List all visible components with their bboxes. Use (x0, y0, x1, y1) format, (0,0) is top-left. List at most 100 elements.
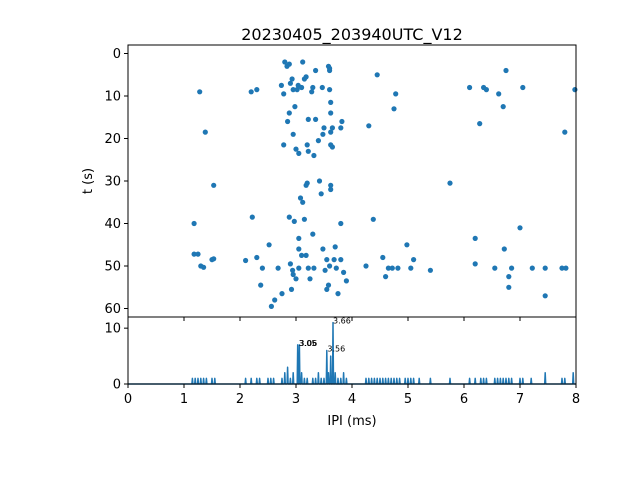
scatter-point (380, 254, 386, 261)
y-tick-label: 50 (104, 260, 121, 275)
scatter-point (311, 152, 317, 159)
scatter-point (249, 214, 255, 220)
scatter-point (333, 265, 339, 271)
scatter-point (320, 246, 326, 252)
scatter-point (310, 84, 316, 91)
scatter-point (563, 265, 569, 271)
scatter-point (316, 178, 323, 184)
scatter-point (296, 150, 302, 156)
scatter-point (291, 218, 297, 224)
scatter-point (285, 118, 291, 125)
scatter-point (374, 72, 380, 78)
scatter-point (427, 267, 433, 273)
scatter-point (324, 257, 330, 263)
y-tick-label: 20 (104, 132, 121, 147)
scatter-point (339, 118, 345, 125)
scatter-point (328, 110, 334, 116)
scatter-point (297, 195, 304, 201)
scatter-point (286, 61, 292, 67)
scatter-points (191, 59, 578, 309)
scatter-point (520, 84, 526, 91)
scatter-point (492, 265, 498, 271)
scatter-point (254, 87, 260, 93)
scatter-point (319, 84, 325, 91)
scatter-point (259, 265, 265, 271)
scatter-point (278, 82, 284, 88)
scatter-point (506, 274, 512, 280)
histogram-plot: 3.053.06 3.56 3.66 0 10 0 1 2 3 4 5 6 7 8 IPI (ms) (104, 316, 580, 429)
scatter-point (472, 235, 478, 241)
scatter-point (303, 74, 309, 80)
peak-annotation: 3.66 (333, 317, 351, 326)
histogram-x-axis: 0 1 2 3 4 5 6 7 8 (124, 384, 580, 407)
scatter-point (341, 269, 347, 275)
scatter-point (268, 303, 274, 309)
scatter-point (327, 263, 333, 269)
peak-annotation: 3.05 (299, 339, 317, 348)
scatter-point (324, 286, 330, 292)
scatter-point (328, 99, 334, 105)
scatter-point (338, 257, 344, 263)
scatter-point (506, 284, 512, 290)
scatter-point (289, 76, 295, 82)
scatter-point (408, 265, 414, 271)
scatter-point (294, 87, 300, 93)
scatter-point (275, 265, 281, 271)
scatter-point (282, 59, 288, 65)
scatter-point (300, 199, 306, 205)
scatter-point (296, 246, 302, 252)
chart-title: 20230405_203940UTC_V12 (241, 25, 463, 45)
scatter-point (509, 265, 515, 271)
scatter-point (211, 256, 217, 262)
scatter-point (279, 291, 285, 297)
scatter-point (483, 87, 489, 93)
scatter-point (281, 142, 287, 148)
scatter-point (385, 265, 391, 271)
scatter-point (313, 67, 319, 74)
x-tick-label: 2 (236, 392, 244, 407)
histogram-x-axis-label: IPI (ms) (327, 414, 376, 429)
scatter-point (391, 106, 397, 112)
scatter-point (320, 131, 326, 137)
scatter-point (503, 67, 509, 74)
scatter-point (305, 116, 311, 122)
scatter-point (304, 142, 310, 148)
scatter-point (332, 244, 338, 250)
scatter-point (299, 252, 305, 258)
scatter-point (191, 251, 197, 257)
y-tick-label: 10 (104, 322, 121, 337)
scatter-point (329, 125, 335, 131)
scatter-point (311, 265, 317, 271)
scatter-point (501, 246, 507, 252)
peak-annotation: 3.56 (327, 345, 345, 354)
scatter-point (331, 257, 337, 263)
scatter-point (335, 291, 341, 297)
x-tick-label: 7 (516, 392, 524, 407)
scatter-point (211, 182, 217, 188)
scatter-point (195, 251, 201, 257)
scatter-point (393, 91, 399, 97)
scatter-point (296, 235, 302, 241)
scatter-point (500, 104, 506, 110)
scatter-point (383, 274, 389, 280)
scatter-point (266, 242, 272, 248)
scatter-point (542, 293, 548, 299)
scatter-y-axis-label: t (s) (81, 168, 96, 194)
scatter-point (286, 110, 292, 116)
scatter-point (389, 265, 395, 271)
scatter-point (363, 263, 369, 269)
scatter-point (529, 265, 535, 271)
scatter-point (301, 216, 307, 222)
histogram-y-axis: 0 10 (104, 322, 128, 393)
scatter-point (370, 216, 376, 222)
scatter-point (290, 87, 296, 93)
y-tick-label: 40 (104, 217, 121, 232)
scatter-y-axis: 0 10 20 30 40 50 60 (104, 47, 128, 317)
scatter-point (201, 264, 207, 270)
x-tick-label: 6 (460, 392, 468, 407)
scatter-point (315, 138, 321, 144)
scatter-point (272, 297, 278, 303)
scatter-point (254, 254, 260, 261)
